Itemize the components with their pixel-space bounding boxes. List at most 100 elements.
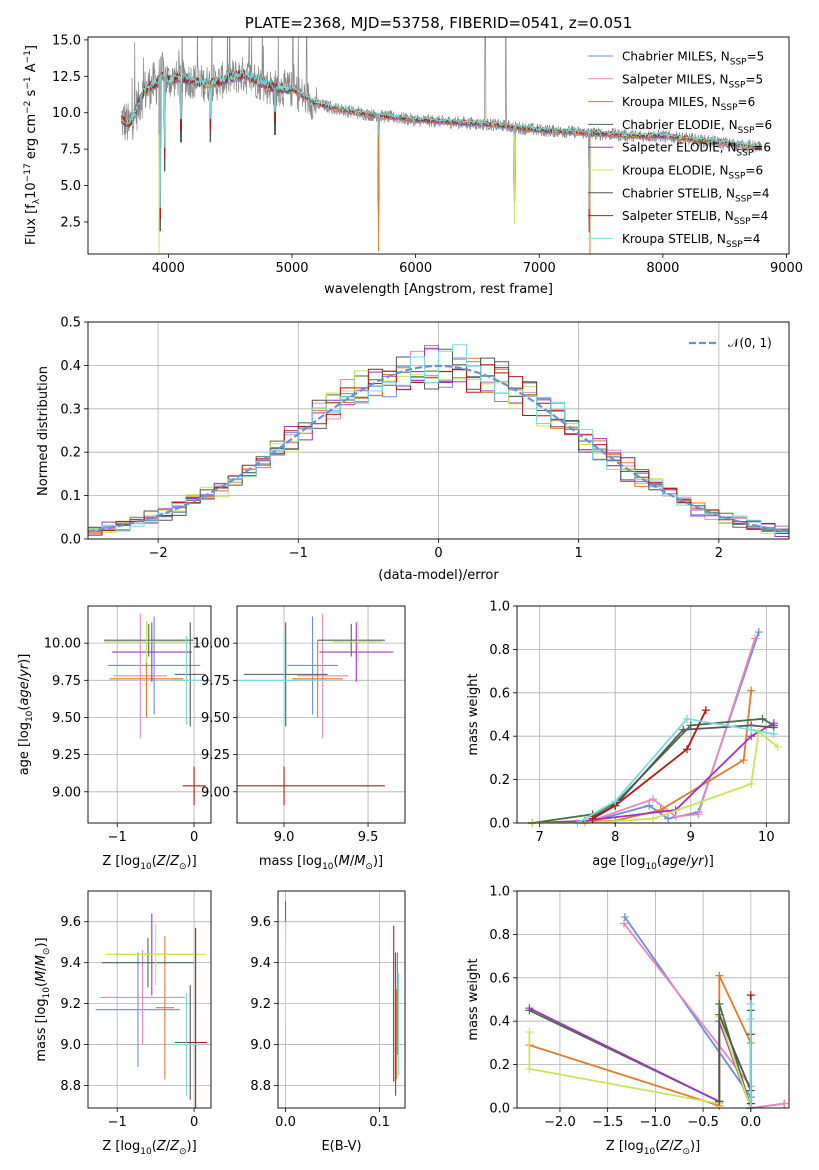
y-tick-label: 7.5 <box>60 143 81 158</box>
legend-label: Salpeter STELIB, NSSP=4 <box>622 209 768 227</box>
y-tick-label: 0.2 <box>489 773 510 788</box>
x-axis-label: Z [log10(Z/Z⊙)] <box>606 1139 700 1157</box>
y-tick-label: 0.4 <box>60 359 81 374</box>
y-tick-label: 0.8 <box>489 643 510 658</box>
series-marker <box>758 714 767 723</box>
y-tick-label: 9.00 <box>52 785 81 800</box>
y-axis-label: mass weight <box>466 673 481 755</box>
y-tick-label: 0.2 <box>60 446 81 461</box>
y-tick-label: 0.4 <box>489 1015 510 1030</box>
series-marker <box>747 686 756 695</box>
legend-label: Salpeter MILES, NSSP=5 <box>622 72 763 90</box>
x-tick-label: 1 <box>575 546 583 561</box>
x-tick-label: 9.0 <box>274 830 295 845</box>
series-marker <box>715 1097 724 1106</box>
x-axis-label: Z [log10(Z/Z⊙)] <box>102 854 196 872</box>
y-tick-label: 9.6 <box>250 915 271 930</box>
x-axis-label: Z [log10(Z/Z⊙)] <box>102 1139 196 1157</box>
x-tick-label: 8 <box>611 830 619 845</box>
series-marker <box>715 1010 724 1019</box>
y-tick-label: 9.25 <box>201 748 230 763</box>
y-tick-label: 1.0 <box>489 600 510 615</box>
model-spectrum-line <box>120 68 763 209</box>
axes-frame <box>516 605 790 824</box>
y-axis-label: mass [log10(M/M⊙)] <box>34 937 52 1061</box>
series-line <box>592 709 707 820</box>
x-tick-label: −1.0 <box>640 1115 672 1130</box>
legend-label: 𝒩(0, 1) <box>728 336 772 350</box>
x-tick-label: −1 <box>108 830 127 845</box>
series-marker <box>525 1004 534 1013</box>
series-marker <box>715 999 724 1008</box>
x-tick-label: 7000 <box>523 261 556 276</box>
y-tick-label: 0.0 <box>489 817 510 832</box>
series-marker <box>649 795 657 804</box>
y-tick-label: 9.2 <box>250 997 271 1012</box>
y-tick-label: 8.8 <box>250 1079 271 1094</box>
y-tick-label: 0.3 <box>60 402 81 417</box>
y-tick-label: 9.6 <box>60 915 81 930</box>
axes-frame <box>87 36 790 255</box>
y-tick-label: 9.2 <box>60 997 81 1012</box>
axes-frame <box>277 890 406 1109</box>
series-marker <box>754 628 763 637</box>
series-marker <box>620 913 629 922</box>
series-marker <box>683 745 691 754</box>
normal-curve <box>87 364 790 533</box>
x-tick-label: 0.1 <box>369 1115 390 1130</box>
x-axis-label: age [log10(age/yr)] <box>592 854 714 872</box>
x-tick-label: 0 <box>434 546 442 561</box>
y-tick-label: 15.0 <box>52 33 81 48</box>
series-marker <box>664 814 673 823</box>
x-tick-label: −1.5 <box>592 1115 624 1130</box>
x-tick-label: 2 <box>715 546 723 561</box>
series-marker <box>739 756 748 765</box>
y-tick-label: 10.00 <box>193 637 230 652</box>
y-tick-label: 0.5 <box>60 316 81 331</box>
x-tick-label: 0 <box>190 1115 198 1130</box>
series-marker <box>588 814 597 823</box>
y-tick-label: 10.0 <box>52 106 81 121</box>
y-tick-label: 9.4 <box>60 956 81 971</box>
axes-frame <box>87 890 212 1109</box>
x-tick-label: 7 <box>536 830 544 845</box>
axes-frame <box>236 605 406 824</box>
y-axis-label: Flux [fλ10−17 erg cm−2 s−1 A−1] <box>23 45 42 245</box>
series-line <box>584 638 756 823</box>
x-axis-label: (data-model)/error <box>378 568 499 583</box>
series-marker <box>683 714 691 723</box>
x-tick-label: 9 <box>687 830 695 845</box>
y-tick-label: 0.4 <box>489 730 510 745</box>
legend-label: Kroupa ELODIE, NSSP=6 <box>622 164 763 182</box>
series-marker <box>746 999 755 1008</box>
x-tick-label: 6000 <box>399 261 432 276</box>
series-marker <box>746 1015 755 1024</box>
y-tick-label: 0.2 <box>489 1058 510 1073</box>
y-tick-label: 9.50 <box>52 711 81 726</box>
x-axis-label: mass [log10(M/M⊙)] <box>259 854 383 872</box>
series-marker <box>715 971 724 980</box>
series-marker <box>649 814 657 823</box>
series-marker <box>611 797 620 806</box>
y-tick-label: 9.50 <box>201 711 230 726</box>
legend-label: Chabrier ELODIE, NSSP=6 <box>622 118 772 136</box>
x-tick-label: −1 <box>289 546 308 561</box>
series-marker <box>747 779 756 788</box>
x-tick-label: −2 <box>149 546 168 561</box>
y-tick-label: 9.0 <box>60 1038 81 1053</box>
series-marker <box>769 730 778 739</box>
y-tick-label: 9.75 <box>201 674 230 689</box>
series-line <box>584 631 760 823</box>
y-tick-label: 5.0 <box>60 179 81 194</box>
x-tick-label: 0.0 <box>275 1115 296 1130</box>
series-marker <box>525 1064 534 1073</box>
series-marker <box>619 919 628 928</box>
y-tick-label: 9.75 <box>52 674 81 689</box>
series-marker <box>701 706 710 715</box>
y-axis-label: age [log10(age/yr)] <box>17 654 35 776</box>
y-tick-label: 0.8 <box>489 928 510 943</box>
series-marker <box>525 1028 534 1037</box>
y-tick-label: 8.8 <box>60 1079 81 1094</box>
y-tick-label: 0.6 <box>489 686 510 701</box>
